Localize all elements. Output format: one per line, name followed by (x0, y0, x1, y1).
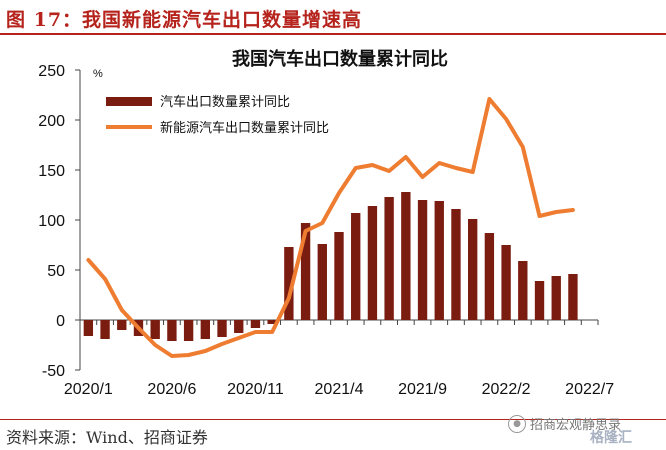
bar (117, 320, 127, 330)
bar (334, 232, 344, 320)
chart-area: 我国汽车出口数量累计同比 % 汽车出口数量累计同比 新能源汽车出口数量累计同比 … (38, 48, 614, 398)
bar (451, 209, 461, 320)
bar (234, 320, 244, 333)
y-tick-label: 100 (38, 213, 65, 230)
legend-bar-label: 汽车出口数量累计同比 (160, 94, 290, 110)
watermark-text: 招商宏观静思录 (530, 418, 622, 433)
watermark-brand: 格隆汇 (590, 430, 632, 446)
bar (167, 320, 177, 341)
x-tick-label: 2022/2 (482, 381, 531, 398)
bar (100, 320, 110, 339)
bar (150, 320, 160, 339)
bar (551, 276, 561, 320)
bar (384, 197, 394, 320)
bar (267, 320, 277, 324)
x-tick-label: 2020/11 (227, 381, 284, 398)
bar (501, 245, 511, 320)
wechat-icon: ● (508, 414, 526, 433)
bar (217, 320, 227, 337)
bar (401, 192, 411, 320)
bar (250, 320, 261, 328)
header-rule (0, 33, 666, 35)
y-unit-label: % (93, 68, 103, 80)
bar (568, 274, 578, 320)
y-tick-label: 0 (56, 313, 65, 330)
line-series (86, 97, 575, 358)
footer-rule (0, 419, 666, 420)
figure-header: 图 17：我国新能源汽车出口数量增速高 (0, 0, 666, 35)
bar (284, 247, 294, 320)
x-axis: 2020/1 2020/6 2020/11 2021/4 2021/9 2022/2 202… (64, 319, 614, 398)
bar (534, 281, 545, 320)
source-note: 资料来源：Wind、招商证券 (6, 428, 208, 447)
bar (317, 244, 327, 320)
bar (183, 320, 194, 341)
legend-bar-swatch (106, 97, 152, 106)
bar (367, 206, 378, 320)
chart-title: 我国汽车出口数量累计同比 (232, 48, 448, 70)
legend: 汽车出口数量累计同比 新能源汽车出口数量累计同比 (106, 94, 329, 136)
bar (467, 219, 478, 320)
watermark: ● 招商宏观静思录 (508, 414, 621, 433)
y-tick-label: -50 (42, 363, 65, 380)
bar (83, 320, 94, 336)
legend-line-label: 新能源汽车出口数量累计同比 (160, 120, 329, 136)
x-tick-label: 2021/4 (315, 381, 364, 398)
line-path (86, 97, 575, 358)
x-tick-label: 2022/7 (565, 381, 614, 398)
y-tick-label: 150 (38, 163, 65, 180)
x-tick-label: 2020/1 (64, 381, 113, 398)
y-tick-label: 250 (38, 63, 65, 80)
bar (351, 213, 361, 320)
x-tick-label: 2021/9 (398, 381, 447, 398)
bar (518, 261, 528, 320)
y-tick-label: 200 (38, 113, 65, 130)
bar (417, 200, 428, 320)
bar-series (83, 192, 578, 341)
bar (484, 233, 495, 320)
bar (434, 201, 444, 320)
y-axis: 250 200 150 100 50 0 -50 (38, 63, 81, 380)
y-tick-label: 50 (47, 263, 65, 280)
figure-title: 图 17：我国新能源汽车出口数量增速高 (6, 9, 363, 31)
bar (200, 320, 211, 339)
x-tick-label: 2020/6 (147, 381, 196, 398)
bar (300, 223, 311, 320)
